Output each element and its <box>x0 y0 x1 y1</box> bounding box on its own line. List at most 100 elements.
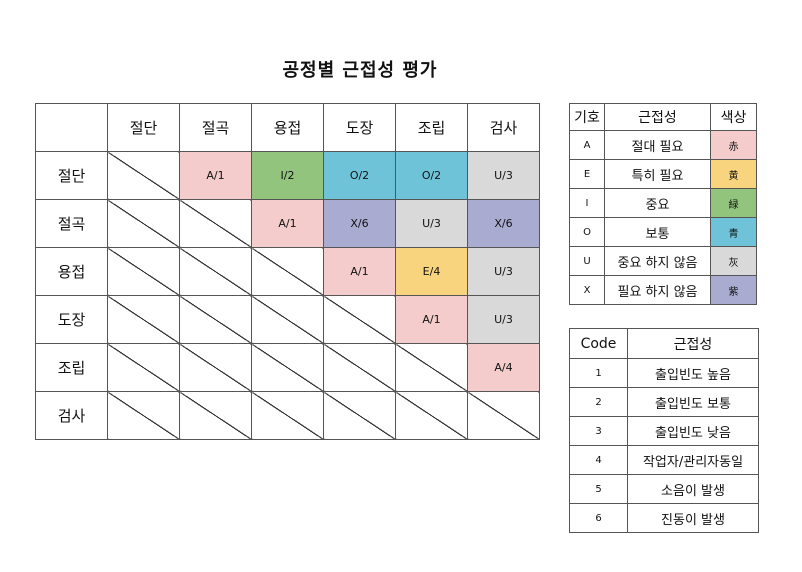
matrix-row: 조립 A/4 <box>35 343 540 392</box>
matrix-diagonal-cell <box>107 247 180 296</box>
code-number: 5 <box>569 474 628 504</box>
matrix-rating-cell: U/3 <box>395 199 468 248</box>
legend-desc: 특히 필요 <box>604 159 711 189</box>
legend-color-swatch: 緑 <box>710 188 757 218</box>
matrix-diagonal-cell <box>251 295 324 344</box>
legend-color-swatch: 青 <box>710 217 757 247</box>
legend-desc: 중요 <box>604 188 711 218</box>
legend-color-swatch: 黄 <box>710 159 757 189</box>
matrix-row: 도장 A/1 U/3 <box>35 295 540 344</box>
matrix-col-header: 조립 <box>395 103 468 152</box>
legend-symbol: E <box>569 159 605 189</box>
matrix-diagonal-cell <box>107 343 180 392</box>
matrix-diagonal-cell <box>395 343 468 392</box>
matrix-diagonal-cell <box>179 391 252 440</box>
matrix-row: 검사 <box>35 391 540 440</box>
matrix-rating-cell: O/2 <box>395 151 468 200</box>
matrix-rating-cell: X/6 <box>467 199 540 248</box>
matrix-diagonal-cell <box>107 199 180 248</box>
matrix-row: 절단 A/1 I/2 O/2 O/2 U/3 <box>35 151 540 200</box>
legend-symbol: O <box>569 217 605 247</box>
matrix-col-header: 검사 <box>467 103 540 152</box>
matrix-row-header: 절곡 <box>35 199 108 248</box>
codes-header-row: Code 근접성 <box>569 328 759 359</box>
code-number: 6 <box>569 503 628 533</box>
matrix-diagonal-cell <box>107 151 180 200</box>
matrix-diagonal-cell <box>251 391 324 440</box>
code-desc: 출입빈도 높음 <box>627 358 759 388</box>
legend-desc: 필요 하지 않음 <box>604 275 711 305</box>
matrix-rating-cell: I/2 <box>251 151 324 200</box>
matrix-col-header: 절곡 <box>179 103 252 152</box>
legend-desc: 보통 <box>604 217 711 247</box>
matrix-rating-cell: A/1 <box>251 199 324 248</box>
codes-header-code: Code <box>569 328 628 359</box>
code-number: 1 <box>569 358 628 388</box>
matrix-diagonal-cell <box>179 295 252 344</box>
proximity-matrix: 절단 절곡 용접 도장 조립 검사 절단 A/1 I/2 O/2 O/2 U/3 절곡 A/1… <box>35 103 540 440</box>
matrix-rating-cell: A/4 <box>467 343 540 392</box>
matrix-col-header: 절단 <box>107 103 180 152</box>
matrix-diagonal-cell <box>323 295 396 344</box>
code-number: 4 <box>569 445 628 475</box>
matrix-diagonal-cell <box>323 343 396 392</box>
legend-row: E 특히 필요 黄 <box>569 159 757 189</box>
legend-header-symbol: 기호 <box>569 103 605 131</box>
legend-header-row: 기호 근접성 색상 <box>569 103 757 131</box>
legend-row: I 중요 緑 <box>569 188 757 218</box>
matrix-diagonal-cell <box>179 199 252 248</box>
legend-symbol: X <box>569 275 605 305</box>
codes-row: 4 작업자/관리자동일 <box>569 445 759 475</box>
code-desc: 출입빈도 보통 <box>627 387 759 417</box>
legend-header-desc: 근접성 <box>604 103 711 131</box>
legend-color-swatch: 赤 <box>710 130 757 160</box>
matrix-diagonal-cell <box>251 343 324 392</box>
matrix-row-header: 절단 <box>35 151 108 200</box>
legend-row: A 절대 필요 赤 <box>569 130 757 160</box>
code-number: 3 <box>569 416 628 446</box>
code-desc: 작업자/관리자동일 <box>627 445 759 475</box>
codes-header-desc: 근접성 <box>627 328 759 359</box>
reason-code-table: Code 근접성 1 출입빈도 높음 2 출입빈도 보통 3 출입빈도 낮음 4 작업자/관리… <box>569 328 759 533</box>
legend-row: X 필요 하지 않음 紫 <box>569 275 757 305</box>
legend-row: O 보통 青 <box>569 217 757 247</box>
matrix-rating-cell: A/1 <box>323 247 396 296</box>
matrix-rating-cell: X/6 <box>323 199 396 248</box>
matrix-diagonal-cell <box>251 247 324 296</box>
codes-row: 6 진동이 발생 <box>569 503 759 533</box>
matrix-diagonal-cell <box>107 295 180 344</box>
matrix-row: 용접 A/1 E/4 U/3 <box>35 247 540 296</box>
matrix-row-header: 용접 <box>35 247 108 296</box>
proximity-legend-table: 기호 근접성 색상 A 절대 필요 赤 E 특히 필요 黄 I 중요 緑 O 보통 青 U 중요 하지 않… <box>569 103 757 305</box>
matrix-rating-cell: U/3 <box>467 151 540 200</box>
matrix-diagonal-cell <box>107 391 180 440</box>
matrix-corner-cell <box>35 103 108 152</box>
legend-color-swatch: 灰 <box>710 246 757 276</box>
matrix-rating-cell: A/1 <box>179 151 252 200</box>
matrix-diagonal-cell <box>323 391 396 440</box>
codes-row: 3 출입빈도 낮음 <box>569 416 759 446</box>
codes-row: 5 소음이 발생 <box>569 474 759 504</box>
matrix-row: 절곡 A/1 X/6 U/3 X/6 <box>35 199 540 248</box>
legend-header-color: 색상 <box>710 103 757 131</box>
matrix-rating-cell: O/2 <box>323 151 396 200</box>
matrix-row-header: 도장 <box>35 295 108 344</box>
legend-desc: 중요 하지 않음 <box>604 246 711 276</box>
code-number: 2 <box>569 387 628 417</box>
page-title: 공정별 근접성 평가 <box>282 60 438 81</box>
matrix-rating-cell: A/1 <box>395 295 468 344</box>
legend-color-swatch: 紫 <box>710 275 757 305</box>
legend-symbol: I <box>569 188 605 218</box>
matrix-row-header: 조립 <box>35 343 108 392</box>
legend-symbol: U <box>569 246 605 276</box>
matrix-rating-cell: U/3 <box>467 295 540 344</box>
codes-row: 1 출입빈도 높음 <box>569 358 759 388</box>
matrix-diagonal-cell <box>467 391 540 440</box>
legend-row: U 중요 하지 않음 灰 <box>569 246 757 276</box>
legend-desc: 절대 필요 <box>604 130 711 160</box>
matrix-row-header: 검사 <box>35 391 108 440</box>
legend-symbol: A <box>569 130 605 160</box>
matrix-diagonal-cell <box>395 391 468 440</box>
codes-row: 2 출입빈도 보통 <box>569 387 759 417</box>
matrix-col-header: 용접 <box>251 103 324 152</box>
